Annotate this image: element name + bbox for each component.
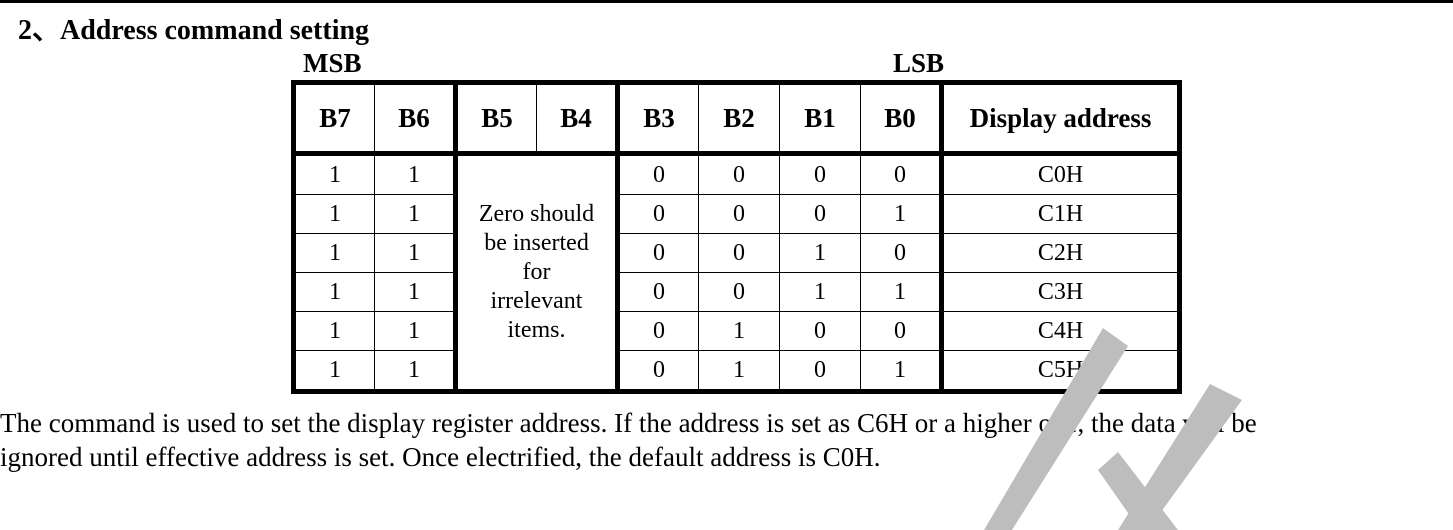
header-b2: B2: [698, 82, 780, 156]
cell-display-address: C4H: [941, 311, 1180, 351]
top-rule: [0, 0, 1453, 3]
cell-b3: 0: [617, 311, 699, 351]
table-header-row: B7 B6 B5 B4 B3 B2 B1 B0 Display address: [293, 82, 1180, 156]
section-heading: 2、Address command setting: [18, 15, 370, 46]
cell-b0: 1: [860, 194, 944, 234]
cell-b2: 0: [698, 233, 780, 273]
cell-b6: 1: [374, 153, 458, 195]
cell-b3: 0: [617, 272, 699, 312]
note-line: irrelevant: [490, 288, 583, 314]
description-paragraph: The command is used to set the display r…: [0, 406, 1453, 474]
cell-b2: 0: [698, 194, 780, 234]
note-line: items.: [507, 317, 566, 343]
table-row: 1 1 0 0 1 0 C2H: [293, 233, 1180, 273]
cell-b2: 1: [698, 350, 780, 392]
cell-display-address: C1H: [941, 194, 1180, 234]
header-b7: B7: [293, 82, 375, 156]
table-row: 1 1 0 0 1 1 C3H: [293, 272, 1180, 312]
cell-b6: 1: [374, 350, 458, 392]
cell-b6: 1: [374, 311, 458, 351]
note-line: for: [522, 259, 551, 285]
cell-b7: 1: [293, 233, 375, 273]
header-b6: B6: [374, 82, 458, 156]
cell-b7: 1: [293, 194, 375, 234]
cell-b0: 1: [860, 350, 944, 392]
cell-b2: 0: [698, 272, 780, 312]
cell-b6: 1: [374, 272, 458, 312]
cell-b0: 0: [860, 311, 944, 351]
header-b4: B4: [536, 82, 620, 156]
cell-b3: 0: [617, 350, 699, 392]
description-line: ignored until effective address is set. …: [0, 442, 881, 472]
cell-b6: 1: [374, 194, 458, 234]
cell-b2: 0: [698, 153, 780, 195]
table-row: 1 1 Zero should be inserted for irreleva…: [293, 153, 1180, 392]
cell-b0: 1: [860, 272, 944, 312]
cell-b2: 1: [698, 311, 780, 351]
cell-display-address: C2H: [941, 233, 1180, 273]
cell-display-address: C5H: [941, 350, 1180, 392]
cell-b7: 1: [293, 272, 375, 312]
irrelevant-items-note: Zero should be inserted for irrelevant i…: [455, 153, 620, 392]
lsb-label: LSB: [893, 48, 945, 78]
cell-b0: 0: [860, 153, 944, 195]
cell-b1: 0: [779, 311, 861, 351]
table-row: 1 1 0 1 0 1 C5H: [293, 350, 1180, 392]
description-line: The command is used to set the display r…: [0, 408, 1257, 438]
cell-b3: 0: [617, 233, 699, 273]
cell-b7: 1: [293, 311, 375, 351]
header-display-address: Display address: [941, 82, 1180, 156]
cell-b0: 0: [860, 233, 944, 273]
cell-b1: 0: [779, 350, 861, 392]
header-b0: B0: [860, 82, 944, 156]
msb-label: MSB: [303, 48, 362, 78]
address-command-table: B7 B6 B5 B4 B3 B2 B1 B0 Display address …: [291, 80, 1182, 394]
header-b3: B3: [617, 82, 699, 156]
cell-display-address: C3H: [941, 272, 1180, 312]
cell-display-address: C0H: [941, 153, 1180, 195]
cell-b1: 0: [779, 194, 861, 234]
table-row: 1 1 0 0 0 1 C1H: [293, 194, 1180, 234]
cell-b3: 0: [617, 194, 699, 234]
cell-b1: 1: [779, 272, 861, 312]
cell-b3: 0: [617, 153, 699, 195]
header-b5: B5: [455, 82, 537, 156]
table-row: 1 1 0 1 0 0 C4H: [293, 311, 1180, 351]
note-line: Zero should: [478, 201, 595, 227]
header-b1: B1: [779, 82, 861, 156]
cell-b1: 0: [779, 153, 861, 195]
cell-b7: 1: [293, 350, 375, 392]
cell-b7: 1: [293, 153, 375, 195]
note-line: be inserted: [484, 230, 589, 256]
cell-b1: 1: [779, 233, 861, 273]
cell-b6: 1: [374, 233, 458, 273]
